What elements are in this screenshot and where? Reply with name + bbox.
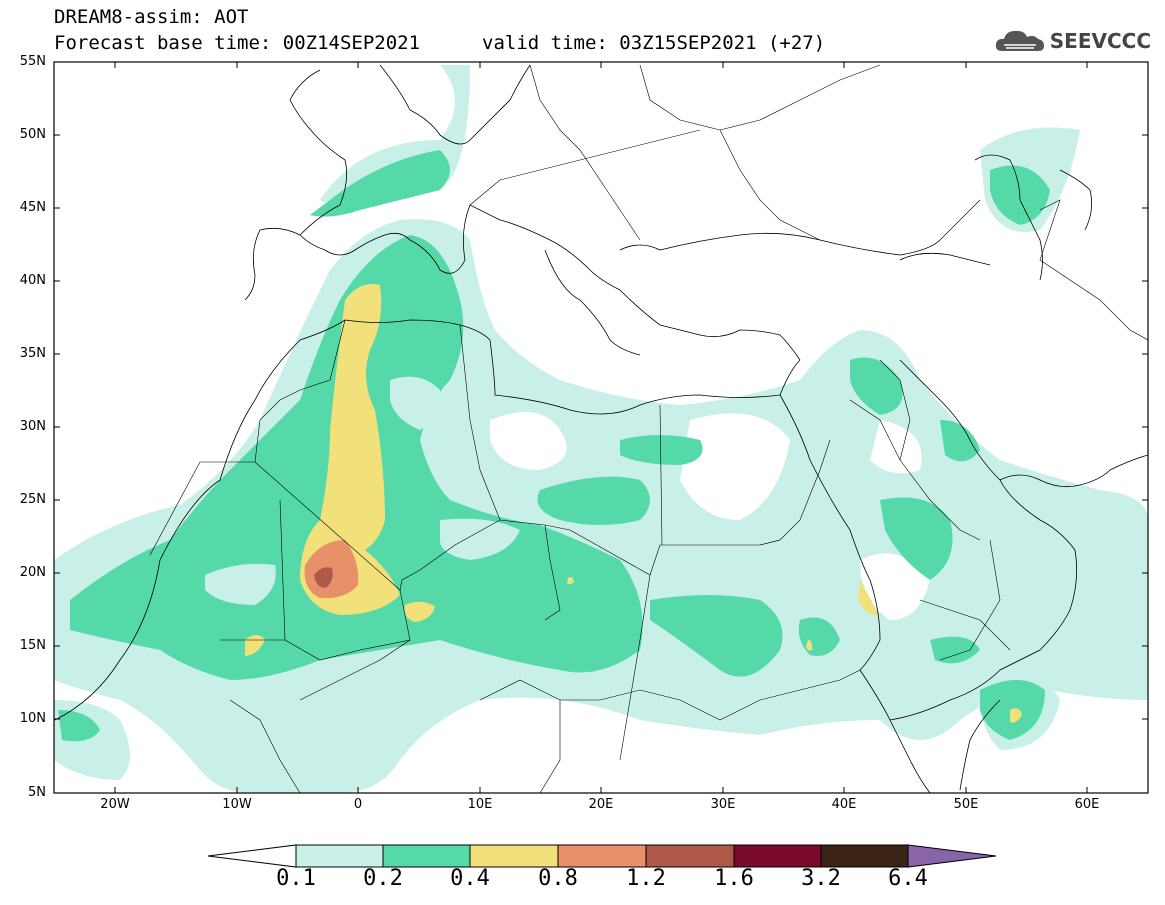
axis-ticks [54, 61, 1148, 793]
y-label-15n: 15N [19, 638, 46, 653]
colorbar-bin-0.4 [469, 844, 559, 868]
x-label-10w: 10W [222, 797, 252, 812]
aot-clear-patches [490, 412, 930, 620]
x-label-50e: 50E [953, 797, 979, 812]
x-label-10e: 10E [467, 797, 493, 812]
colorbar-label-0.8: 0.8 [538, 866, 578, 891]
map-title: DREAM8-assim: AOT [54, 6, 249, 28]
cloud-logo-icon [995, 30, 1044, 51]
x-label-20w: 20W [100, 797, 130, 812]
colorbar-bin-0.8 [557, 844, 647, 868]
y-label-55n: 55N [19, 54, 46, 69]
x-label-40e: 40E [831, 797, 857, 812]
colorbar-bin-1.6 [733, 844, 822, 868]
y-label-10n: 10N [19, 711, 46, 726]
colorbar-bin-1.2 [645, 844, 735, 868]
colorbar-under-arrow [207, 844, 297, 868]
colorbar-bin-0.2 [382, 844, 471, 868]
y-label-50n: 50N [19, 127, 46, 142]
colorbar-label-0.4: 0.4 [450, 866, 490, 891]
aot-light-patches [205, 376, 520, 605]
valid-time: valid time: 03Z15SEP2021 (+27) [482, 32, 826, 54]
country-borders [149, 64, 1148, 793]
coastlines [54, 64, 1148, 793]
x-label-20e: 20E [588, 797, 614, 812]
x-label-60e: 60E [1074, 797, 1100, 812]
y-label-25n: 25N [19, 492, 46, 507]
y-label-5n: 5N [28, 785, 46, 800]
forecast-base-time: Forecast base time: 00Z14SEP2021 [54, 32, 421, 54]
colorbar-bin-0.1 [295, 844, 384, 868]
colorbar-label-3.2: 3.2 [801, 866, 841, 891]
y-label-35n: 35N [19, 346, 46, 361]
colorbar [207, 844, 997, 868]
y-label-40n: 40N [19, 273, 46, 288]
x-label-0: 0 [353, 797, 363, 812]
colorbar-over-arrow [907, 844, 997, 868]
colorbar-bin-3.2 [820, 844, 909, 868]
aot-level-1.2 [314, 567, 333, 588]
colorbar-label-1.2: 1.2 [626, 866, 666, 891]
y-label-20n: 20N [19, 565, 46, 580]
colorbar-label-6.4: 6.4 [888, 866, 928, 891]
brand-logo: SEEVCCC [994, 24, 1151, 58]
y-label-45n: 45N [19, 200, 46, 215]
colorbar-label-0.2: 0.2 [363, 866, 403, 891]
brand-name: SEEVCCC [1049, 29, 1151, 53]
y-label-30n: 30N [19, 419, 46, 434]
colorbar-label-1.6: 1.6 [714, 866, 754, 891]
x-label-30e: 30E [710, 797, 736, 812]
colorbar-label-0.1: 0.1 [276, 866, 316, 891]
